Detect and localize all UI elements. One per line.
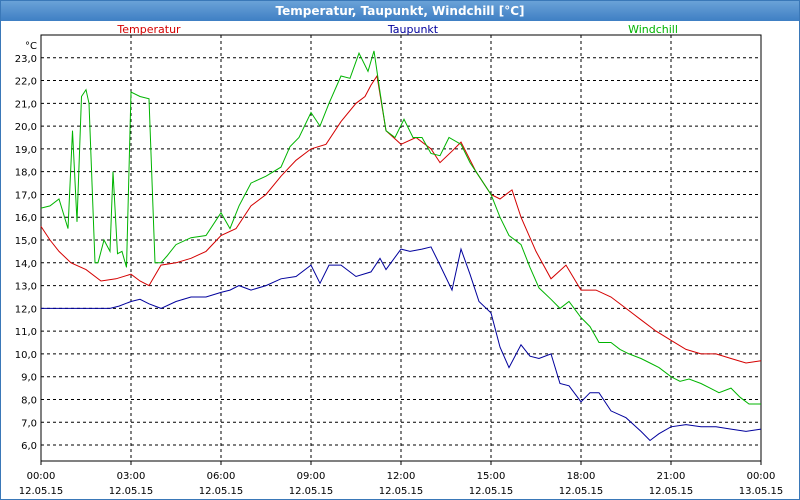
legend-temperatur: Temperatur [116, 23, 181, 36]
window-title: Temperatur, Taupunkt, Windchill [°C] [1, 1, 799, 21]
y-tick-label: 16,0 [15, 213, 37, 224]
line-chart: 6,0 7,0 8,0 9,0 10,0 11,0 12,0 13,0 14,0 15,0 16,0… [15, 23, 784, 497]
y-tick-label: 20,0 [15, 122, 37, 133]
x-tick-date: 12.05.15 [649, 486, 694, 497]
x-tick-time: 03:00 [117, 471, 146, 482]
y-tick-label: 10,0 [15, 350, 37, 361]
y-tick-label: 14,0 [15, 259, 37, 270]
x-tick-date: 12.05.15 [289, 486, 334, 497]
x-tick-date: 13.05.15 [739, 486, 784, 497]
x-tick-time: 00:00 [747, 471, 776, 482]
y-tick-label: 22,0 [15, 77, 37, 88]
y-tick-label: 11,0 [15, 327, 37, 338]
legend-windchill: Windchill [628, 23, 678, 36]
x-tick-date: 12.05.15 [379, 486, 424, 497]
y-tick-label: 21,0 [15, 99, 37, 110]
series-line-taupunkt [41, 246, 762, 442]
x-tick-date: 12.05.15 [19, 486, 64, 497]
y-tick-label: 19,0 [15, 145, 37, 156]
x-tick-time: 12:00 [387, 471, 416, 482]
y-tick-label: 6,0 [21, 441, 37, 452]
x-tick-time: 15:00 [477, 471, 506, 482]
x-tick-time: 21:00 [657, 471, 686, 482]
y-tick-label: 7,0 [21, 418, 37, 429]
x-tick-time: 00:00 [27, 471, 56, 482]
y-axis-unit: °C [25, 41, 37, 52]
y-tick-label: 17,0 [15, 190, 37, 201]
x-tick-time: 09:00 [297, 471, 326, 482]
y-tick-label: 23,0 [15, 54, 37, 65]
series-line-windchill [40, 50, 761, 405]
x-tick-date: 12.05.15 [469, 486, 514, 497]
y-tick-label: 12,0 [15, 304, 37, 315]
y-tick-label: 9,0 [21, 373, 37, 384]
x-tick-date: 12.05.15 [199, 486, 244, 497]
y-tick-label: 8,0 [21, 395, 37, 406]
legend-taupunkt: Taupunkt [387, 23, 439, 36]
y-tick-label: 18,0 [15, 168, 37, 179]
y-tick-label: 13,0 [15, 282, 37, 293]
x-tick-time: 06:00 [207, 471, 236, 482]
x-tick-date: 12.05.15 [109, 486, 154, 497]
x-tick-date: 12.05.15 [559, 486, 604, 497]
y-tick-label: 15,0 [15, 236, 37, 247]
x-tick-time: 18:00 [567, 471, 596, 482]
